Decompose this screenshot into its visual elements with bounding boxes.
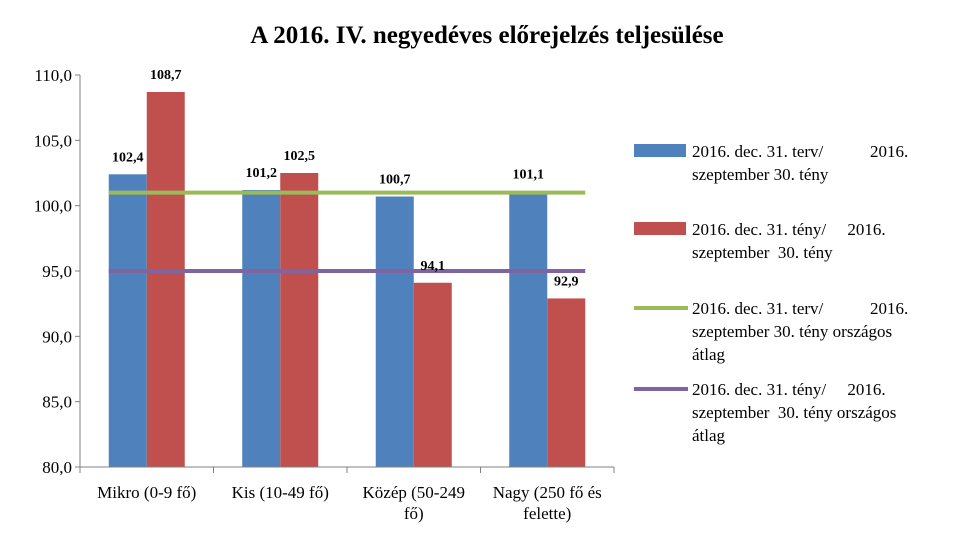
data-label-series1-2: 101,2 [246,166,278,181]
legend-label: 2016. dec. 31. tény/ 2016. szeptember 30.… [692,378,962,447]
y-tick-label: 105,0 [34,131,72,150]
bar-series1-3 [375,196,414,467]
y-tick-label: 85,0 [42,393,72,412]
data-label-series2-4: 92,9 [554,274,579,289]
y-tick-label: 110,0 [34,66,72,85]
category-label-2: Kis (10-49 fő) [232,483,329,502]
legend-label-line: 2016. dec. 31. tény/ 2016. [692,220,886,239]
legend-label-line: 2016. dec. 31. tény/ 2016. [692,380,886,399]
y-tick-label: 80,0 [42,458,72,477]
legend-line-swatch [634,387,688,391]
legend-line-swatch [634,306,688,310]
category-label-1: Mikro (0-9 fő) [97,483,196,502]
legend-label-line: 2016. dec. 31. terv/ 2016. [692,142,909,161]
data-label-series1-3: 100,7 [379,173,411,188]
legend-label: 2016. dec. 31. tény/ 2016. szeptember 30.… [692,218,962,264]
legend-label-line: szeptember 30. tény országos [692,322,893,341]
legend-label-line: átlag [692,345,726,364]
bar-series2-2 [280,173,319,467]
data-label-series2-2: 102,5 [284,149,316,164]
bar-series2-3 [413,282,452,467]
legend-label: 2016. dec. 31. terv/ 2016. szeptember 30.… [692,297,962,366]
data-label-series2-1: 108,7 [150,68,182,83]
legend-label-line: 2016. dec. 31. terv/ 2016. [692,299,909,318]
legend-swatch [634,144,686,157]
data-label-series2-3: 94,1 [421,259,446,274]
plot-area: 80,0 85,0 90,0 95,0 100,0 105,0 110,0 102,4 101,… [34,66,615,523]
y-tick-label: 95,0 [42,262,72,281]
data-label-series1-1: 102,4 [112,150,144,165]
bar-series1-2 [242,189,281,467]
legend-label-line: szeptember 30. tény [692,165,829,184]
bar-series2-1 [146,91,185,467]
y-tick-label: 90,0 [42,327,72,346]
legend-label-line: szeptember 30. tény [692,243,833,262]
category-label-3: Közép (50-249 fő) [363,483,465,523]
bar-series1-1 [108,174,147,467]
y-tick-label: 100,0 [34,197,72,216]
legend-label-line: átlag [692,426,726,445]
data-label-series1-4: 101,1 [513,167,545,182]
bar-series1-4 [509,191,548,467]
bar-series2-4 [547,298,586,467]
legend-label: 2016. dec. 31. terv/ 2016. szeptember 30.… [692,140,962,186]
legend-label-line: szeptember 30. tény országos [692,403,897,422]
legend-swatch [634,222,686,235]
chart-title: A 2016. IV. negyedéves előrejelzés telje… [250,22,723,49]
category-label-4: Nagy (250 fő és felette) [493,483,602,523]
